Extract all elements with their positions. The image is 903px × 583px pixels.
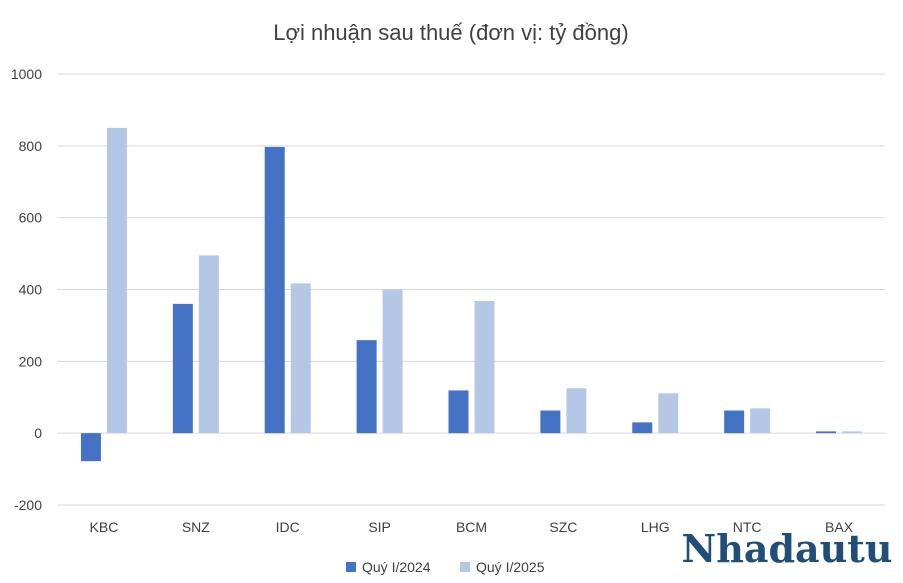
x-tick-label: SIP <box>368 519 391 535</box>
legend: Quý I/2024 Quý I/2025 <box>346 559 545 575</box>
bar-lhg-series-2 <box>658 393 679 434</box>
chart-title: Lợi nhuận sau thuế (đơn vị: tỷ đồng) <box>273 20 628 45</box>
x-tick-label: SZC <box>549 519 577 535</box>
bar-sip-series-1 <box>356 340 377 434</box>
bar-ntc-series-2 <box>750 408 771 434</box>
legend-label-series-2: Quý I/2025 <box>476 559 545 575</box>
bar-bcm-series-2 <box>474 300 495 434</box>
bar-bax-series-1 <box>816 431 837 434</box>
y-tick-label: -200 <box>14 497 42 513</box>
bar-snz-series-1 <box>172 303 193 434</box>
bar-ntc-series-1 <box>724 410 745 434</box>
bar-lhg-series-1 <box>632 422 653 434</box>
bars <box>80 127 863 462</box>
y-tick-label: 600 <box>19 210 43 226</box>
y-tick-label: 400 <box>19 282 43 298</box>
x-tick-label: LHG <box>641 519 670 535</box>
x-tick-label: SNZ <box>182 519 210 535</box>
bar-bax-series-2 <box>842 431 863 434</box>
watermark-logo: Nhadautu <box>682 526 893 571</box>
x-tick-label: BCM <box>456 519 487 535</box>
bar-bcm-series-1 <box>448 390 469 434</box>
x-tick-label: NTC <box>733 519 762 535</box>
x-tick-label: IDC <box>276 519 300 535</box>
legend-swatch-series-1 <box>346 562 356 572</box>
y-tick-label: 0 <box>34 425 42 441</box>
x-axis-tick-labels: KBC SNZ IDC SIP BCM SZC LHG NTC BAX <box>90 519 854 535</box>
y-tick-label: 200 <box>19 353 43 369</box>
legend-label-series-1: Quý I/2024 <box>362 559 431 575</box>
y-tick-label: 800 <box>19 138 43 154</box>
gridlines <box>58 73 885 506</box>
legend-swatch-series-2 <box>460 562 470 572</box>
bar-snz-series-2 <box>198 255 219 434</box>
x-tick-label: BAX <box>825 519 854 535</box>
bar-szc-series-2 <box>566 388 587 434</box>
bar-kbc-series-1 <box>80 433 101 462</box>
y-axis-tick-labels: -200 0 200 400 600 800 1000 <box>11 66 42 513</box>
bar-sip-series-2 <box>382 289 403 434</box>
bar-kbc-series-2 <box>106 127 127 434</box>
y-tick-label: 1000 <box>11 66 42 82</box>
bar-idc-series-1 <box>264 146 285 434</box>
bar-idc-series-2 <box>290 283 311 434</box>
x-tick-label: KBC <box>90 519 119 535</box>
bar-szc-series-1 <box>540 410 561 434</box>
